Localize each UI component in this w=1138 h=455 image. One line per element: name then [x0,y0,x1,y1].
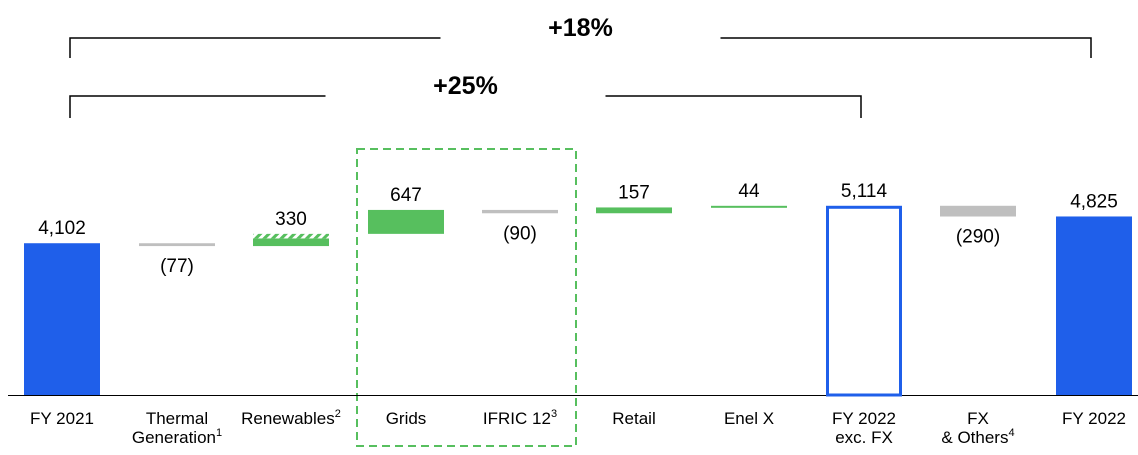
value-label-7: 44 [738,181,760,202]
bar-enel-x [711,205,787,208]
bar-renewables [253,238,329,247]
category-label-8: FY 2022 exc. FX [832,409,896,447]
growth-label-2: +25% [433,72,498,100]
bar-grids [368,209,444,234]
growth-label-1: +18% [548,14,613,42]
value-label-1: 4,102 [38,218,86,239]
bar-thermal-generation [139,243,215,247]
value-label-10: 4,825 [1070,191,1118,212]
category-label-4: Grids [386,409,427,428]
bar-renewables-hatched [253,233,329,239]
category-label-10: FY 2022 [1062,409,1126,428]
value-label-4: 647 [390,185,422,206]
bar-fy-2022 [1056,216,1132,395]
category-label-7: Enel X [724,409,774,428]
growth-bracket-2 [69,95,862,118]
bar-fy-2022-exc-fx [826,205,902,397]
category-label-2: Thermal Generation1 [132,409,222,447]
value-label-9: (290) [956,227,1000,248]
category-label-6: Retail [612,409,655,428]
value-label-8: 5,114 [841,181,888,202]
bar-retail [596,207,672,214]
bar-ifric-12 [482,209,558,214]
value-label-6: 157 [618,182,650,203]
value-label-3: 330 [275,209,307,230]
growth-bracket-1 [69,37,1092,58]
value-label-5: (90) [503,223,537,244]
value-label-2: (77) [160,256,194,277]
bar-fx-others [940,205,1016,217]
category-label-3: Renewables2 [241,408,341,428]
category-label-1: FY 2021 [30,409,94,428]
grids-ifric-highlight-box [356,148,577,447]
bar-fy-2021 [24,243,100,395]
category-label-5: IFRIC 123 [483,408,557,428]
category-label-9: FX & Others4 [941,409,1014,447]
